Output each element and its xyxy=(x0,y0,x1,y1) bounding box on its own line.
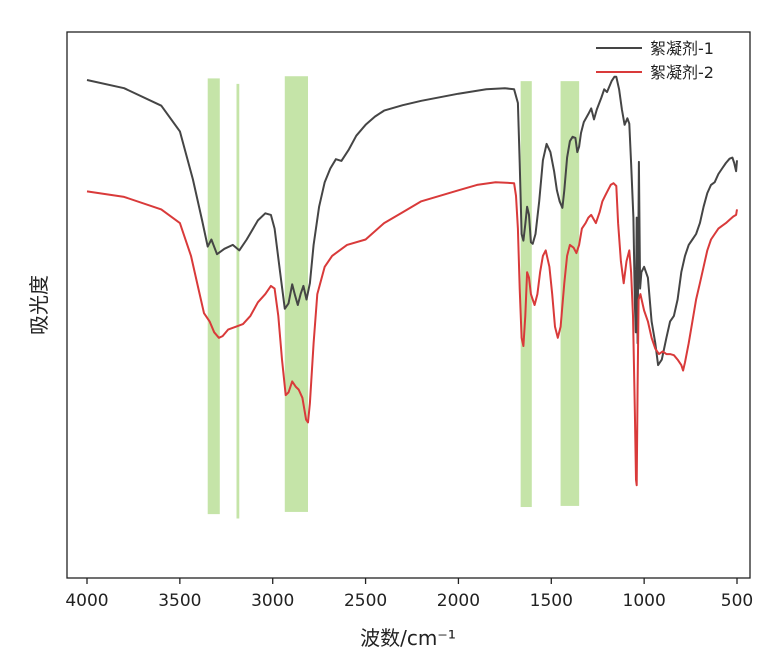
x-axis-ticks: 4000 3500 3000 2500 2000 1500 1000 500 xyxy=(65,578,753,611)
series-line-2 xyxy=(86,181,738,487)
x-tick-label: 2000 xyxy=(437,591,480,611)
x-tick-label: 2500 xyxy=(344,591,387,611)
plot-frame xyxy=(66,31,751,579)
x-tick-label: 4000 xyxy=(65,591,108,611)
x-tick-label: 3500 xyxy=(158,591,201,611)
legend-label-1: 絮凝剂-1 xyxy=(650,39,714,58)
series-line-1 xyxy=(86,75,738,367)
y-axis-label: 吸光度 xyxy=(27,275,51,335)
x-tick-label: 500 xyxy=(721,591,753,611)
highlight-band-1 xyxy=(207,78,220,515)
x-tick-label: 1000 xyxy=(623,591,666,611)
legend-label-2: 絮凝剂-2 xyxy=(650,63,714,82)
x-tick-label: 1500 xyxy=(530,591,573,611)
highlight-band-2 xyxy=(236,83,240,519)
x-tick-label: 3000 xyxy=(251,591,294,611)
highlight-band-3 xyxy=(284,76,308,512)
x-axis-label: 波数/cm⁻¹ xyxy=(360,626,456,650)
legend: 絮凝剂-1 絮凝剂-2 xyxy=(596,39,714,82)
series-lines xyxy=(86,75,738,487)
